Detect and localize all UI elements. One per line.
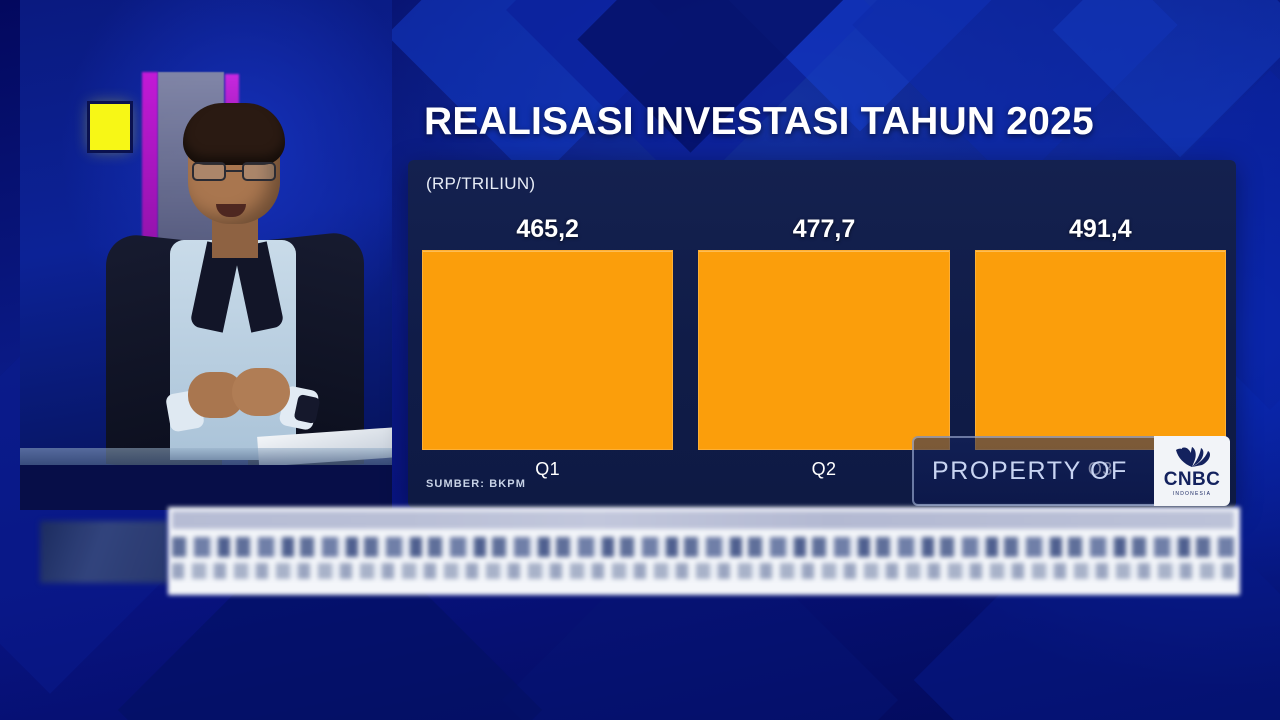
property-of-box: PROPERTY OF: [912, 436, 1154, 506]
lower-third-line-1: [172, 511, 1234, 529]
hair: [183, 103, 285, 165]
bar-label-q1: Q1: [535, 459, 561, 479]
bar-rect-q2: [698, 250, 950, 450]
studio-yellow-square: [90, 104, 130, 150]
mouth: [216, 204, 246, 217]
cnbc-region-label: INDONESIA: [1172, 490, 1212, 497]
bar-series: 465,2 Q1 477,7 Q2 491,4 Q3: [422, 215, 1226, 479]
cnbc-logo: CNBC INDONESIA: [1154, 436, 1230, 506]
chart-plot-area: 465,2 Q1 477,7 Q2 491,4 Q3: [422, 215, 1226, 479]
lower-third-name-block: [40, 521, 168, 583]
studio-accent-bar-left: [142, 72, 158, 272]
bar-rect-q1: [422, 250, 674, 450]
lower-third-line-3: [172, 563, 1234, 579]
lower-third-line-2: [172, 537, 1234, 557]
bar-rect-q3: [974, 250, 1226, 450]
bar-label-q2: Q2: [811, 459, 837, 479]
chart-unit-label: (RP/TRILIUN): [426, 174, 536, 193]
glasses-icon: [192, 162, 276, 182]
peacock-icon: [1176, 446, 1210, 467]
bar-value-q3: 491,4: [1069, 215, 1132, 243]
chart-source-label: SUMBER: BKPM: [426, 478, 526, 490]
bar-column-q1: 465,2 Q1: [422, 215, 674, 479]
chart-title: REALISASI INVESTASI TAHUN 2025: [424, 100, 1094, 143]
property-of-text: PROPERTY OF: [932, 456, 1128, 485]
property-watermark: PROPERTY OF CNBC INDONESIA: [912, 436, 1230, 506]
cnbc-wordmark: CNBC: [1163, 468, 1221, 490]
video-lower-strip: [20, 465, 392, 510]
guest-speaker: [20, 0, 392, 510]
hand-right: [232, 368, 290, 416]
bar-value-q2: 477,7: [792, 215, 856, 243]
bar-column-q2: 477,7 Q2: [698, 215, 950, 479]
lower-third-banner: [40, 507, 1240, 595]
bar-column-q3: 491,4 Q3: [974, 215, 1226, 479]
chart-panel: (RP/TRILIUN) 465,2 Q1 477,7 Q2 491,4 Q3: [408, 160, 1236, 508]
studio-video-feed: [20, 0, 392, 510]
bar-value-q1: 465,2: [516, 215, 579, 243]
